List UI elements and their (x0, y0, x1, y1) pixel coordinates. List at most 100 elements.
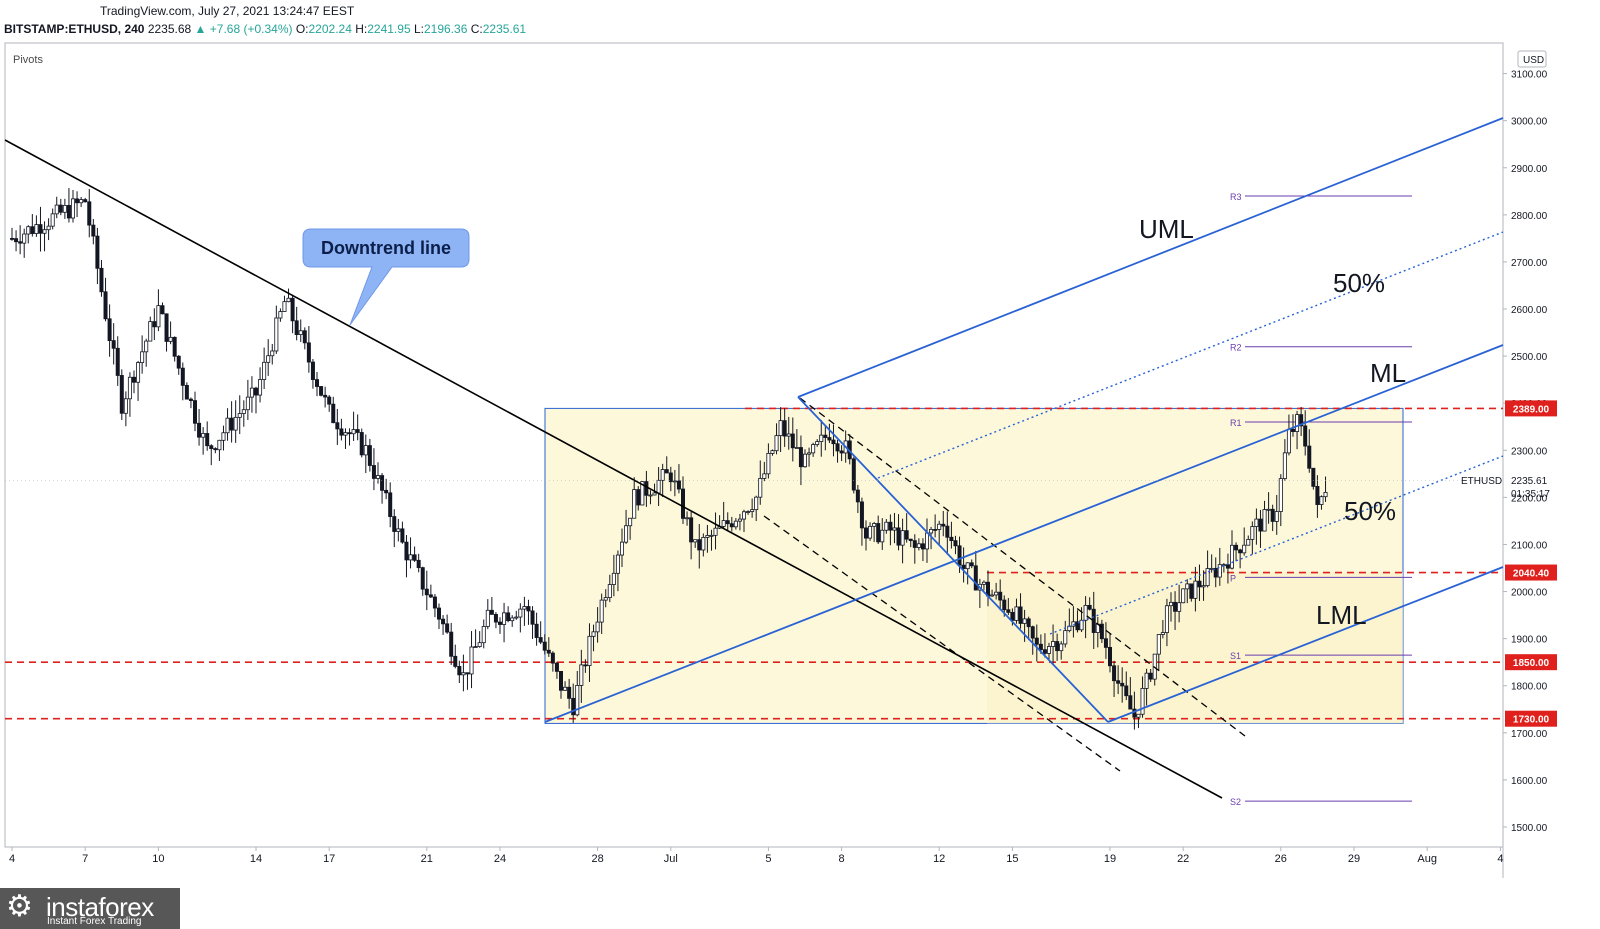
candle-body (1059, 643, 1064, 652)
candle-body (920, 543, 925, 550)
y-tick-label: 1700.00 (1511, 729, 1548, 740)
candle-body (929, 529, 934, 534)
candle (611, 554, 616, 597)
candle (790, 417, 795, 462)
candle (786, 416, 791, 450)
channel-lower-dashed (763, 515, 1121, 772)
candle-body (384, 489, 389, 494)
candle (1144, 668, 1149, 706)
candle (1295, 410, 1300, 450)
candle-body (71, 198, 76, 219)
candle-body (595, 621, 600, 633)
candle-body (197, 422, 202, 438)
upper-median-line (797, 117, 1504, 398)
candle-body (14, 238, 19, 243)
candle (1006, 598, 1011, 616)
candle (26, 225, 31, 244)
candle (632, 477, 637, 519)
candle (140, 335, 145, 374)
candle (782, 408, 787, 447)
candle (506, 606, 511, 623)
candle-body (1083, 604, 1088, 621)
chart-header: TradingView.com, July 27, 2021 13:24:47 … (0, 0, 1600, 40)
candle-body (664, 469, 669, 474)
candle (221, 425, 226, 451)
candle (392, 509, 397, 548)
candle (400, 521, 405, 544)
candle (1291, 414, 1296, 437)
candle (127, 372, 132, 417)
header-last: 2235.68 (147, 22, 192, 36)
candle-body (152, 321, 157, 328)
candle-body (1112, 665, 1117, 682)
candle (522, 596, 527, 626)
candle-body (221, 432, 226, 441)
candle (38, 206, 43, 252)
candle (323, 386, 328, 408)
candle (961, 547, 966, 583)
candle (949, 521, 954, 549)
candle (367, 438, 372, 472)
key-levels: 2389.00 2040.40 1850.00 1730.00 (5, 400, 1557, 727)
candle (534, 612, 539, 646)
candle (319, 386, 324, 397)
candle (1238, 548, 1243, 569)
current-symbol: ETHUSD (1461, 476, 1502, 487)
candle (286, 288, 291, 303)
candle-body (1079, 619, 1084, 631)
candle-body (445, 623, 450, 633)
candle-body (762, 473, 767, 479)
candle (908, 538, 913, 548)
candle-body (34, 224, 39, 234)
candle-body (876, 523, 881, 543)
candle-body (274, 317, 279, 352)
candle (363, 434, 368, 474)
candle (583, 659, 588, 673)
indicator-label: Pivots (13, 54, 43, 66)
downtrend-line (4, 139, 1223, 799)
candle (306, 326, 311, 373)
candle (770, 449, 775, 456)
candle (339, 418, 344, 441)
candle (1246, 535, 1251, 546)
level-tag-label: 2040.40 (1513, 569, 1550, 580)
candle (119, 369, 124, 421)
candle (225, 408, 230, 441)
candle-body (233, 416, 238, 431)
candle-body (880, 529, 885, 543)
candle (79, 197, 84, 207)
candle-body (1303, 425, 1308, 447)
candle-body (156, 305, 161, 328)
current-countdown: 01:35:17 (1511, 489, 1550, 500)
candle-body (746, 511, 751, 513)
candle (375, 462, 380, 484)
candle-body (1225, 564, 1230, 569)
candle (514, 610, 519, 620)
candle (1148, 668, 1153, 683)
x-tick-label: 12 (933, 853, 945, 865)
candle-body (30, 226, 35, 234)
candle-body (1144, 672, 1149, 689)
candle-body (184, 384, 189, 400)
candle (681, 476, 686, 524)
candle-body (550, 652, 555, 664)
candle (1189, 583, 1194, 602)
candle-body (729, 523, 734, 528)
candle (892, 512, 897, 544)
candle (1250, 521, 1255, 555)
candle (864, 520, 869, 551)
candle-body (912, 540, 917, 548)
candle-body (180, 367, 185, 386)
candle-body (331, 403, 336, 424)
candle (197, 409, 202, 446)
candle (550, 651, 555, 672)
candle-body (1307, 445, 1312, 469)
candle (807, 447, 812, 467)
x-tick-label: 17 (323, 853, 335, 865)
candle-body (888, 521, 893, 531)
header-symbol[interactable]: BITSTAMP:ETHUSD, 240 (4, 22, 145, 36)
candle (579, 649, 584, 703)
candle-body (493, 613, 498, 623)
